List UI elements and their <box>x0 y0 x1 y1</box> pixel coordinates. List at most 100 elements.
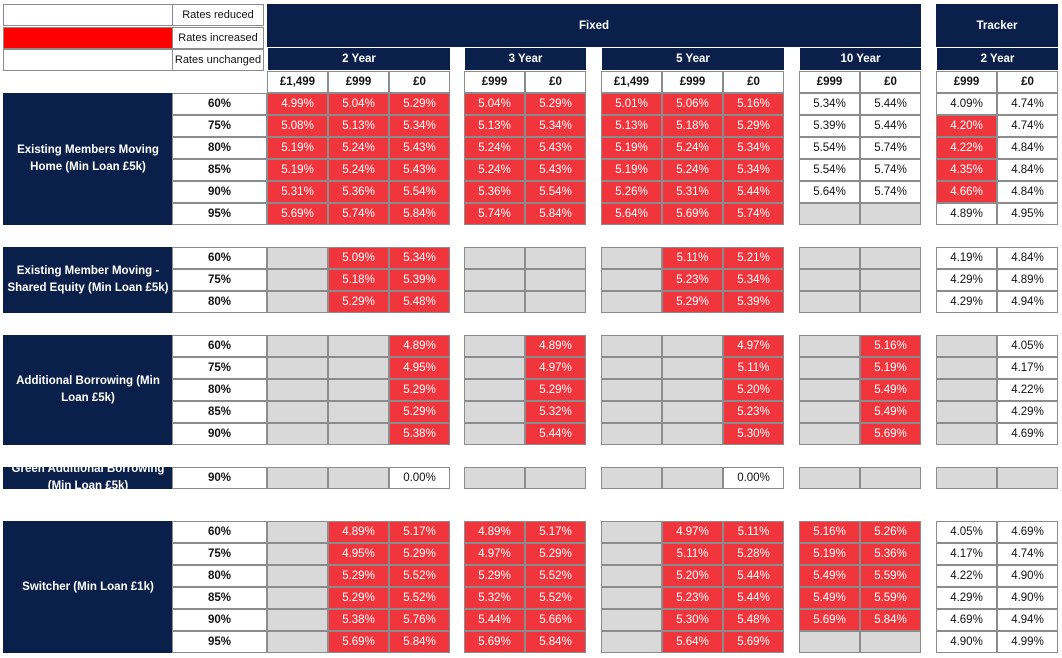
rate-cell: 5.13% <box>328 115 389 137</box>
rate-cell: 5.29% <box>328 587 389 609</box>
rate-cell: 5.64% <box>662 631 723 653</box>
rate-cell: 5.64% <box>799 181 860 203</box>
rate-cell <box>267 357 328 379</box>
rate-cell: 5.19% <box>601 137 662 159</box>
rate-cell: 5.52% <box>389 565 450 587</box>
rate-cell <box>267 521 328 543</box>
rate-cell <box>601 357 662 379</box>
rate-cell: 5.44% <box>860 93 921 115</box>
rate-cell: 5.76% <box>389 609 450 631</box>
rate-cell: 5.29% <box>389 93 450 115</box>
ltv-label: 75% <box>172 543 267 565</box>
rate-cell: 5.84% <box>860 609 921 631</box>
header-term: 2 Year <box>936 48 1058 70</box>
rate-cell: 5.32% <box>464 587 525 609</box>
rate-cell <box>860 203 921 225</box>
rate-cell: 5.34% <box>723 269 784 291</box>
rate-cell: 5.54% <box>389 181 450 203</box>
rate-cell: 5.43% <box>525 137 586 159</box>
header-fee: £0 <box>723 71 784 93</box>
section-label: Additional Borrowing (Min Loan £5k) <box>3 335 173 445</box>
rate-cell <box>267 565 328 587</box>
rate-cell: 4.69% <box>997 521 1058 543</box>
rate-cell <box>662 401 723 423</box>
rate-cell <box>328 467 389 489</box>
header-fee: £0 <box>860 71 921 93</box>
rate-cell: 5.84% <box>525 203 586 225</box>
rate-cell: 5.29% <box>328 291 389 313</box>
rate-cell <box>267 423 328 445</box>
header-fee: £0 <box>997 71 1058 93</box>
section-label: Switcher (Min Loan £1k) <box>3 521 173 653</box>
rate-cell <box>601 609 662 631</box>
rate-cell: 4.97% <box>525 357 586 379</box>
rate-cell: 5.13% <box>601 115 662 137</box>
ltv-label: 75% <box>172 269 267 291</box>
rate-cell: 4.99% <box>267 93 328 115</box>
ltv-label: 60% <box>172 521 267 543</box>
rate-cell: 4.69% <box>936 609 997 631</box>
rate-cell: 5.18% <box>662 115 723 137</box>
rate-cell: 4.95% <box>997 203 1058 225</box>
rate-cell: 5.44% <box>723 565 784 587</box>
rate-cell <box>601 401 662 423</box>
header-tracker: Tracker <box>936 4 1058 47</box>
ltv-label: 95% <box>172 631 267 653</box>
rate-cell <box>799 247 860 269</box>
rate-cell: 5.69% <box>799 609 860 631</box>
rate-cell: 5.30% <box>723 423 784 445</box>
rate-cell <box>601 247 662 269</box>
rate-cell: 5.24% <box>464 137 525 159</box>
ltv-label: 80% <box>172 565 267 587</box>
rate-cell: 5.19% <box>601 159 662 181</box>
rate-cell: 5.29% <box>525 543 586 565</box>
rate-cell <box>464 379 525 401</box>
rate-cell: 5.17% <box>389 521 450 543</box>
rate-cell <box>328 357 389 379</box>
rate-cell: 5.31% <box>662 181 723 203</box>
rate-cell: 4.17% <box>997 357 1058 379</box>
rate-cell: 4.95% <box>389 357 450 379</box>
header-fixed: Fixed <box>267 4 921 47</box>
rate-cell <box>464 291 525 313</box>
rate-cell <box>936 401 997 423</box>
rate-cell <box>267 401 328 423</box>
rate-cell: 5.23% <box>662 587 723 609</box>
rate-cell: 5.26% <box>601 181 662 203</box>
legend-label: Rates unchanged <box>172 49 264 71</box>
rate-cell: 4.97% <box>662 521 723 543</box>
legend-label: Rates increased <box>172 27 264 49</box>
ltv-label: 85% <box>172 159 267 181</box>
ltv-label: 75% <box>172 115 267 137</box>
ltv-label: 80% <box>172 291 267 313</box>
rate-cell: 5.39% <box>389 269 450 291</box>
rate-cell: 0.00% <box>389 467 450 489</box>
header-fee: £999 <box>464 71 525 93</box>
rate-cell <box>328 423 389 445</box>
rate-cell: 4.22% <box>936 565 997 587</box>
rate-cell: 5.44% <box>860 115 921 137</box>
rate-cell <box>662 357 723 379</box>
rate-cell: 5.19% <box>267 159 328 181</box>
rate-cell: 5.39% <box>799 115 860 137</box>
rate-cell: 4.97% <box>464 543 525 565</box>
rate-cell: 5.29% <box>525 93 586 115</box>
rate-cell: 4.94% <box>997 609 1058 631</box>
rate-cell: 5.29% <box>525 379 586 401</box>
ltv-label: 90% <box>172 467 267 489</box>
rate-cell: 5.29% <box>464 565 525 587</box>
rate-cell <box>662 379 723 401</box>
rate-cell: 5.36% <box>328 181 389 203</box>
rate-cell <box>267 587 328 609</box>
rate-cell <box>799 401 860 423</box>
rate-cell: 4.20% <box>936 115 997 137</box>
rate-cell: 5.54% <box>525 181 586 203</box>
rate-cell: 4.89% <box>997 269 1058 291</box>
rate-cell: 5.48% <box>723 609 784 631</box>
rate-cell <box>464 269 525 291</box>
rate-cell <box>525 269 586 291</box>
rate-cell <box>464 247 525 269</box>
rate-cell <box>267 335 328 357</box>
rate-cell <box>601 543 662 565</box>
rate-cell: 5.44% <box>723 587 784 609</box>
